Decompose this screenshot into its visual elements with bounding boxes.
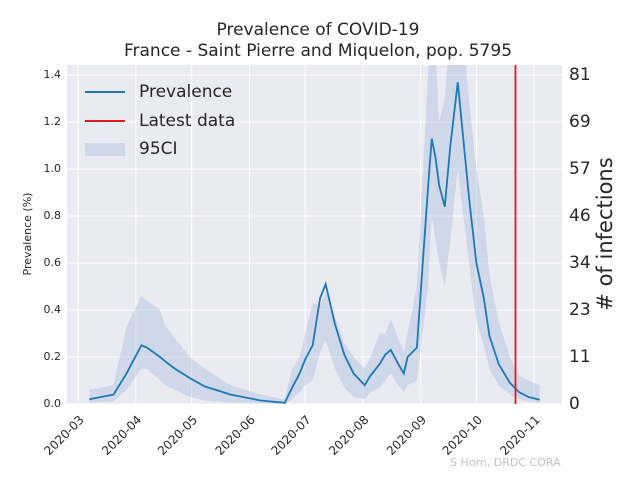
chart-subtitle: France - Saint Pierre and Miquelon, pop.… bbox=[124, 41, 512, 61]
plot-area bbox=[67, 65, 562, 404]
y2-tick-label: 57 bbox=[569, 159, 591, 179]
x-tick-label: 2020-08 bbox=[326, 413, 371, 458]
legend-label: Prevalence bbox=[139, 82, 232, 102]
y-tick-label: 0.0 bbox=[44, 397, 62, 410]
y2-tick-label: 81 bbox=[569, 65, 591, 85]
y2-tick-label: 34 bbox=[569, 253, 591, 273]
ci-band bbox=[89, 65, 540, 404]
legend-label: 95CI bbox=[139, 139, 178, 159]
x-tick-label: 2020-05 bbox=[155, 413, 200, 458]
x-tick-label: 2020-04 bbox=[99, 413, 144, 458]
y-tick-label: 1.2 bbox=[44, 115, 62, 128]
x-tick-label: 2020-09 bbox=[384, 413, 429, 458]
y-tick-label: 1.4 bbox=[44, 68, 62, 81]
legend-label: Latest data bbox=[139, 111, 235, 131]
x-tick-label: 2020-11 bbox=[497, 413, 542, 458]
marks bbox=[89, 65, 540, 404]
y-tick-label: 1.0 bbox=[44, 162, 62, 175]
y2-tick-label: 23 bbox=[569, 300, 591, 320]
x-tick-label: 2020-07 bbox=[268, 413, 313, 458]
y-tick-label: 0.2 bbox=[44, 350, 62, 363]
y-axis-label: Prevalence (%) bbox=[21, 193, 34, 276]
y-tick-label: 0.8 bbox=[44, 209, 62, 222]
y2-tick-label: 11 bbox=[569, 347, 591, 367]
y2-tick-label: 0 bbox=[569, 394, 580, 414]
y2-tick-label: 46 bbox=[569, 206, 591, 226]
chart-title: Prevalence of COVID-19 bbox=[217, 20, 420, 40]
y2-tick-label: 69 bbox=[569, 112, 591, 132]
x-tick-label: 2020-06 bbox=[213, 413, 258, 458]
y-tick-label: 0.4 bbox=[44, 303, 62, 316]
y-tick-label: 0.6 bbox=[44, 256, 62, 269]
credit: S Horn, DRDC CORA bbox=[450, 456, 561, 469]
y2-axis-label: # of infections bbox=[593, 157, 617, 310]
legend: Prevalence Latest data 95CI bbox=[85, 82, 235, 159]
series-line bbox=[89, 82, 540, 404]
x-tick-label: 2020-03 bbox=[41, 413, 86, 458]
legend-swatch bbox=[85, 143, 125, 156]
grid bbox=[67, 65, 562, 405]
x-tick-label: 2020-10 bbox=[440, 413, 485, 458]
